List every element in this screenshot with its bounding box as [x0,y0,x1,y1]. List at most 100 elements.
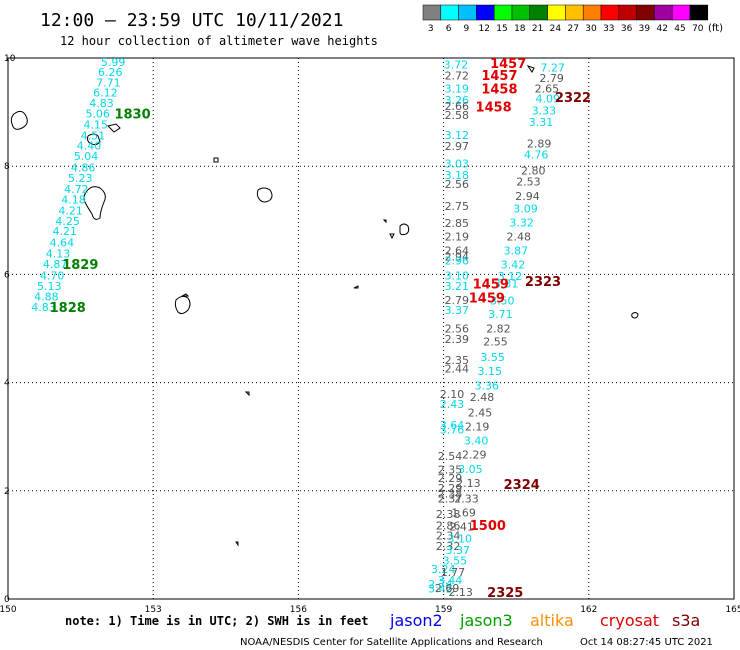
wave-height-label: 2.13 [456,477,481,490]
y-axis-ticks: 0 2 4 6 8 10 [4,54,16,605]
wave-height-label: 2.94 [515,190,540,203]
wave-height-label: 3.33 [532,104,557,117]
island-outline [107,123,121,133]
color-swatch [440,4,459,21]
wave-height-label: 3.55 [443,555,468,568]
wave-height-label: 2.79 [445,294,470,307]
wave-height-label: 4.13 [46,247,71,260]
pass-time-label: 2322 [555,91,591,106]
plot-frame [7,57,735,600]
color-swatch [476,4,495,21]
wave-height-label: 2.48 [507,231,532,244]
wave-height-label: 4.76 [524,148,549,161]
island-outline [353,285,359,289]
wave-height-label: 2.48 [470,391,495,404]
y-tick-label: 0 [4,595,10,605]
wave-height-label: 2.32 [436,540,461,553]
wave-height-label: 2.19 [445,231,470,244]
wave-height-label: 2.10 [440,388,465,401]
wave-height-label: 2.56 [445,178,470,191]
pass-time-label: 1458 [481,82,517,97]
wave-height-label: 2.72 [445,69,470,82]
wave-height-label: 3.42 [501,259,526,272]
wave-height-labels: 5.996.267.716.124.835.064.154.514.405.04… [31,56,565,599]
y-tick-label: 4 [4,379,10,389]
wave-height-label: 2.34 [436,530,461,543]
wave-height-label: 2.35 [445,354,470,367]
island-outline [389,233,395,240]
y-tick-label: 8 [4,162,10,172]
wave-height-label: 3.18 [445,169,470,182]
wave-height-label: 2.41 [449,521,474,534]
grid-lines [8,58,734,599]
wave-height-label: 3.26 [445,94,470,107]
color-swatch [422,4,442,21]
wave-height-label: 2.65 [535,82,560,95]
wave-height-label: 3.31 [529,116,554,129]
color-scale-tick: 33 [603,24,614,34]
pass-time-labels: 1830182918282322232323242325145714571458… [50,57,591,601]
wave-height-label: 3.09 [513,202,538,215]
wave-height-label: 2.80 [521,165,546,178]
island-outline [10,110,28,130]
island-outline [244,391,250,397]
x-tick-label: 162 [580,605,597,615]
x-tick-label: 156 [290,605,307,615]
wave-height-label: 3.71 [488,308,513,321]
wave-height-label: 3.36 [475,379,500,392]
wave-height-label: 2.37 [438,492,463,505]
wave-height-label: 3.19 [445,82,470,95]
wave-height-label: 2.55 [483,335,508,348]
mission-legend: jason2 jason3 altika cryosat s3a [389,611,700,630]
wave-height-label: 3.21 [445,280,470,293]
color-scale-unit: (ft) [708,23,723,34]
color-scale-tick: 39 [639,24,651,34]
wave-height-label: 4.21 [58,205,83,218]
island-outline [256,187,273,203]
color-swatch [671,4,691,21]
wave-height-label: 3.12 [445,129,470,142]
mission-label: altika [530,611,574,630]
wave-height-label: 3.12 [498,270,522,283]
color-scale-tick: 15 [496,24,507,34]
pass-time-label: 1500 [470,519,506,534]
footer-note: note: 1) Time is in UTC; 2) SWH is in fe… [65,614,368,628]
island-outline [181,293,190,297]
wave-height-label: 5.99 [101,56,126,69]
color-swatch [618,4,637,21]
wave-height-label: 3.15 [477,365,502,378]
color-scale-tick: 9 [464,24,470,34]
wave-height-label: 2.19 [465,420,490,433]
wave-height-label: 2.69 [435,582,460,595]
wave-height-label: 3.03 [445,157,470,170]
wave-height-label: 5.23 [68,172,93,185]
wave-height-label: 2.79 [539,72,564,85]
wave-height-label: 3.10 [445,269,470,282]
island-outline [631,312,639,319]
wave-height-label: 3.55 [480,351,505,364]
wave-height-label: 2.58 [445,109,470,122]
wave-height-label: 5.04 [74,150,99,163]
wave-height-label: 2.29 [462,449,487,462]
wave-height-label: 4.09 [536,93,561,106]
wave-height-label: 4.83 [31,301,56,314]
wave-height-label: 2.54 [438,450,463,463]
wave-height-label: 4.18 [61,194,86,207]
wave-height-label: 3.37 [445,304,470,317]
color-swatch [493,4,513,21]
wave-height-label: 1.69 [451,506,476,519]
color-scale-tick: 27 [567,24,578,34]
island-outline [83,186,106,220]
footer-timestamp: Oct 14 08:27:45 UTC 2021 [580,637,713,648]
x-tick-label: 150 [0,605,17,615]
island-outline [213,157,219,163]
wave-height-label: 2.64 [445,245,470,258]
wave-height-label: 6.26 [98,66,123,79]
y-tick-label: 10 [4,54,16,64]
color-swatch [458,4,477,21]
color-swatch [565,4,584,21]
wave-height-label: 4.25 [55,215,80,228]
color-scale-tick: 70 [692,24,704,34]
wave-height-label: 5.13 [37,280,62,293]
pass-time-label: 1458 [476,101,512,116]
